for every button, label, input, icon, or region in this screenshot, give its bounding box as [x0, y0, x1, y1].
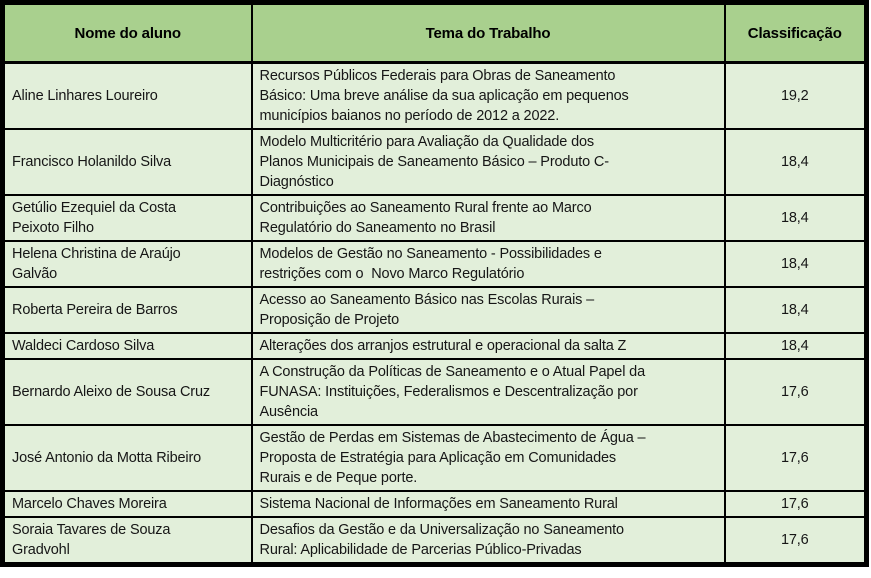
header-row: Nome do aluno Tema do Trabalho Classific… [1, 1, 868, 64]
cell-student-name: Waldeci Cardoso Silva [1, 332, 253, 360]
table-row: José Antonio da Motta Ribeiro Gestão de P… [1, 424, 868, 492]
table-row: Soraia Tavares de Souza Gradvohl Desafios… [1, 516, 868, 566]
cell-student-name: Marcelo Chaves Moreira [1, 490, 253, 518]
table-row: Francisco Holanildo Silva Modelo Multicri… [1, 128, 868, 196]
table-body: Aline Linhares Loureiro Recursos Públicos… [1, 61, 868, 566]
column-header-classification: Classificação [723, 1, 868, 64]
table-row: Waldeci Cardoso Silva Alterações dos arra… [1, 332, 868, 360]
cell-work-theme: Sistema Nacional de Informações em Sanea… [250, 490, 726, 518]
ranking-table: Nome do aluno Tema do Trabalho Classific… [0, 0, 869, 567]
table-header: Nome do aluno Tema do Trabalho Classific… [1, 1, 868, 64]
cell-score: 17,6 [723, 358, 868, 426]
table-row: Helena Christina de Araújo Galvão Modelos… [1, 240, 868, 288]
cell-work-theme: Modelos de Gestão no Saneamento - Possib… [250, 240, 726, 288]
cell-work-theme: A Construção da Políticas de Saneamento … [250, 358, 726, 426]
cell-score: 18,4 [723, 332, 868, 360]
cell-student-name: Getúlio Ezequiel da Costa Peixoto Filho [1, 194, 253, 242]
cell-score: 17,6 [723, 424, 868, 492]
cell-student-name: Roberta Pereira de Barros [1, 286, 253, 334]
cell-student-name: Aline Linhares Loureiro [1, 61, 253, 130]
table-row: Aline Linhares Loureiro Recursos Públicos… [1, 61, 868, 130]
cell-score: 18,4 [723, 240, 868, 288]
cell-score: 19,2 [723, 61, 868, 130]
table-row: Bernardo Aleixo de Sousa Cruz A Construçã… [1, 358, 868, 426]
cell-student-name: Soraia Tavares de Souza Gradvohl [1, 516, 253, 566]
cell-score: 18,4 [723, 194, 868, 242]
cell-work-theme: Recursos Públicos Federais para Obras de… [250, 61, 726, 130]
cell-student-name: Helena Christina de Araújo Galvão [1, 240, 253, 288]
cell-score: 18,4 [723, 128, 868, 196]
table-row: Roberta Pereira de Barros Acesso ao Sanea… [1, 286, 868, 334]
table-row: Getúlio Ezequiel da Costa Peixoto Filho C… [1, 194, 868, 242]
cell-work-theme: Desafios da Gestão e da Universalização … [250, 516, 726, 566]
cell-student-name: José Antonio da Motta Ribeiro [1, 424, 253, 492]
cell-student-name: Francisco Holanildo Silva [1, 128, 253, 196]
cell-work-theme: Alterações dos arranjos estrutural e ope… [250, 332, 726, 360]
cell-work-theme: Gestão de Perdas em Sistemas de Abasteci… [250, 424, 726, 492]
cell-work-theme: Contribuições ao Saneamento Rural frente… [250, 194, 726, 242]
cell-score: 17,6 [723, 516, 868, 566]
cell-score: 18,4 [723, 286, 868, 334]
column-header-work-theme: Tema do Trabalho [250, 1, 726, 64]
cell-work-theme: Acesso ao Saneamento Básico nas Escolas … [250, 286, 726, 334]
table-row: Marcelo Chaves Moreira Sistema Nacional d… [1, 490, 868, 518]
cell-score: 17,6 [723, 490, 868, 518]
cell-student-name: Bernardo Aleixo de Sousa Cruz [1, 358, 253, 426]
cell-work-theme: Modelo Multicritério para Avaliação da Q… [250, 128, 726, 196]
column-header-student-name: Nome do aluno [1, 1, 253, 64]
